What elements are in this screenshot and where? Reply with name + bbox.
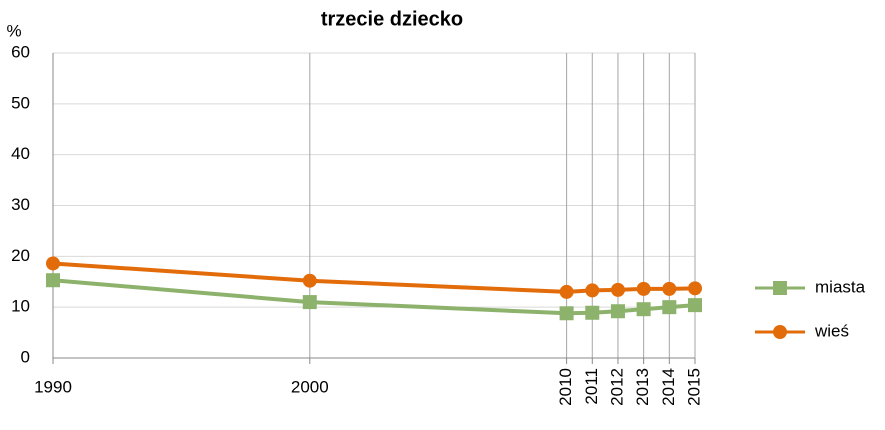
x-tick-label: 2000 [291,377,329,396]
y-tick-label: 60 [11,42,30,61]
x-tick-label: 2011 [582,368,601,405]
legend-marker [773,325,787,339]
y-tick-label: 30 [11,195,30,214]
x-tick-label: 2015 [684,368,703,406]
marker [46,273,60,288]
marker [610,282,625,297]
y-tick-label: 50 [11,93,30,112]
y-axis-label: % [6,21,21,40]
x-tick-label: 2012 [607,368,626,406]
x-tick-label: 2010 [556,368,575,406]
x-tick-label: 2014 [659,368,678,406]
marker [688,298,702,313]
y-tick-label: 20 [11,246,30,265]
marker [559,284,574,299]
marker [636,281,651,296]
marker [585,283,600,298]
marker [559,306,574,321]
marker [688,281,702,296]
y-tick-label: 40 [11,144,30,163]
y-tick-label: 0 [21,347,30,366]
marker [302,295,317,310]
y-tick-label: 10 [11,297,30,316]
marker [610,304,625,319]
chart-title: trzecie dziecko [321,8,463,30]
legend-label: miasta [815,277,866,296]
legend-label: wieś [814,321,849,340]
marker [636,302,651,317]
x-tick-label: 1990 [34,377,72,396]
marker [662,281,677,296]
x-tick-label: 2013 [633,368,652,406]
marker [46,256,60,271]
marker [662,300,677,315]
marker [302,273,317,288]
marker [585,305,600,320]
legend-marker [773,281,787,295]
